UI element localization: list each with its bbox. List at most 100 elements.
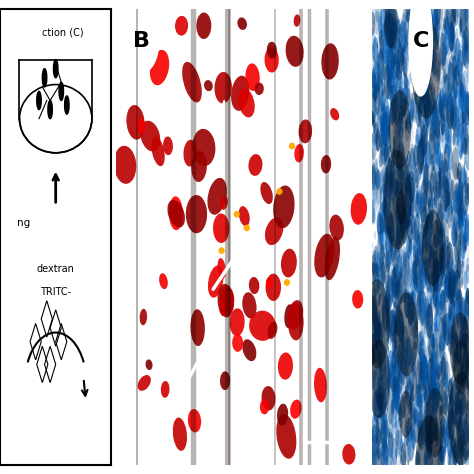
Circle shape: [59, 82, 64, 100]
Circle shape: [416, 69, 420, 88]
Circle shape: [442, 342, 445, 352]
Circle shape: [437, 292, 442, 317]
Circle shape: [453, 438, 454, 443]
Circle shape: [387, 45, 394, 81]
Circle shape: [425, 434, 429, 451]
Circle shape: [388, 66, 394, 94]
Circle shape: [417, 191, 423, 219]
Circle shape: [391, 447, 392, 455]
Circle shape: [435, 233, 437, 238]
Circle shape: [387, 172, 392, 199]
Ellipse shape: [281, 249, 297, 277]
Circle shape: [392, 391, 395, 404]
Circle shape: [405, 120, 407, 132]
Circle shape: [387, 407, 388, 412]
Circle shape: [458, 201, 465, 231]
Circle shape: [387, 210, 393, 237]
Circle shape: [393, 187, 399, 216]
Circle shape: [462, 235, 466, 254]
Ellipse shape: [397, 190, 406, 224]
Circle shape: [463, 379, 465, 389]
Circle shape: [452, 55, 457, 80]
Circle shape: [464, 374, 465, 381]
Circle shape: [448, 273, 455, 303]
Circle shape: [422, 358, 428, 387]
Circle shape: [415, 317, 418, 330]
Circle shape: [392, 310, 398, 334]
Circle shape: [446, 252, 453, 285]
Circle shape: [462, 348, 469, 382]
Circle shape: [439, 92, 441, 100]
Circle shape: [454, 299, 457, 317]
Circle shape: [424, 445, 430, 474]
Circle shape: [444, 361, 450, 392]
Circle shape: [444, 377, 449, 401]
Circle shape: [451, 271, 457, 298]
Circle shape: [451, 6, 456, 27]
Circle shape: [390, 236, 396, 262]
Ellipse shape: [169, 196, 183, 230]
Circle shape: [410, 124, 412, 134]
Circle shape: [389, 429, 393, 450]
Circle shape: [387, 13, 394, 49]
Circle shape: [459, 304, 462, 320]
Circle shape: [434, 425, 437, 440]
Circle shape: [413, 145, 418, 167]
Circle shape: [384, 356, 388, 374]
Circle shape: [396, 383, 402, 414]
Circle shape: [461, 91, 468, 122]
Circle shape: [447, 404, 448, 410]
Circle shape: [421, 19, 422, 25]
Circle shape: [418, 222, 420, 230]
Circle shape: [454, 365, 456, 372]
Circle shape: [394, 303, 401, 332]
Circle shape: [381, 447, 386, 473]
Ellipse shape: [284, 304, 294, 328]
Circle shape: [405, 84, 409, 100]
Circle shape: [402, 326, 409, 357]
Circle shape: [458, 192, 461, 209]
Circle shape: [456, 431, 458, 441]
Circle shape: [420, 294, 425, 319]
Circle shape: [381, 102, 386, 128]
Circle shape: [372, 425, 374, 435]
Circle shape: [444, 9, 451, 40]
Circle shape: [372, 412, 379, 444]
Circle shape: [399, 447, 400, 455]
Circle shape: [409, 0, 432, 96]
Ellipse shape: [246, 64, 260, 91]
Circle shape: [382, 303, 385, 320]
Circle shape: [400, 206, 405, 231]
Circle shape: [373, 130, 377, 151]
Circle shape: [381, 39, 384, 56]
Circle shape: [393, 360, 400, 387]
Circle shape: [400, 355, 406, 385]
Circle shape: [454, 300, 455, 307]
Circle shape: [386, 306, 388, 315]
Circle shape: [463, 404, 468, 430]
Circle shape: [453, 445, 455, 456]
Circle shape: [411, 439, 412, 445]
Circle shape: [458, 303, 463, 327]
Circle shape: [421, 267, 423, 276]
Circle shape: [388, 370, 392, 387]
Circle shape: [456, 419, 460, 436]
Circle shape: [378, 294, 380, 303]
Circle shape: [380, 9, 382, 18]
Circle shape: [450, 383, 457, 418]
Circle shape: [419, 231, 424, 257]
Circle shape: [463, 178, 465, 184]
Circle shape: [422, 348, 425, 364]
Circle shape: [410, 402, 415, 428]
Circle shape: [419, 103, 421, 118]
Circle shape: [439, 428, 447, 464]
Circle shape: [410, 49, 413, 64]
Circle shape: [410, 393, 415, 419]
Circle shape: [400, 92, 402, 104]
Circle shape: [406, 430, 409, 446]
Ellipse shape: [265, 273, 281, 301]
Circle shape: [390, 261, 396, 285]
Circle shape: [420, 235, 426, 262]
Circle shape: [456, 291, 458, 304]
Circle shape: [391, 268, 397, 298]
